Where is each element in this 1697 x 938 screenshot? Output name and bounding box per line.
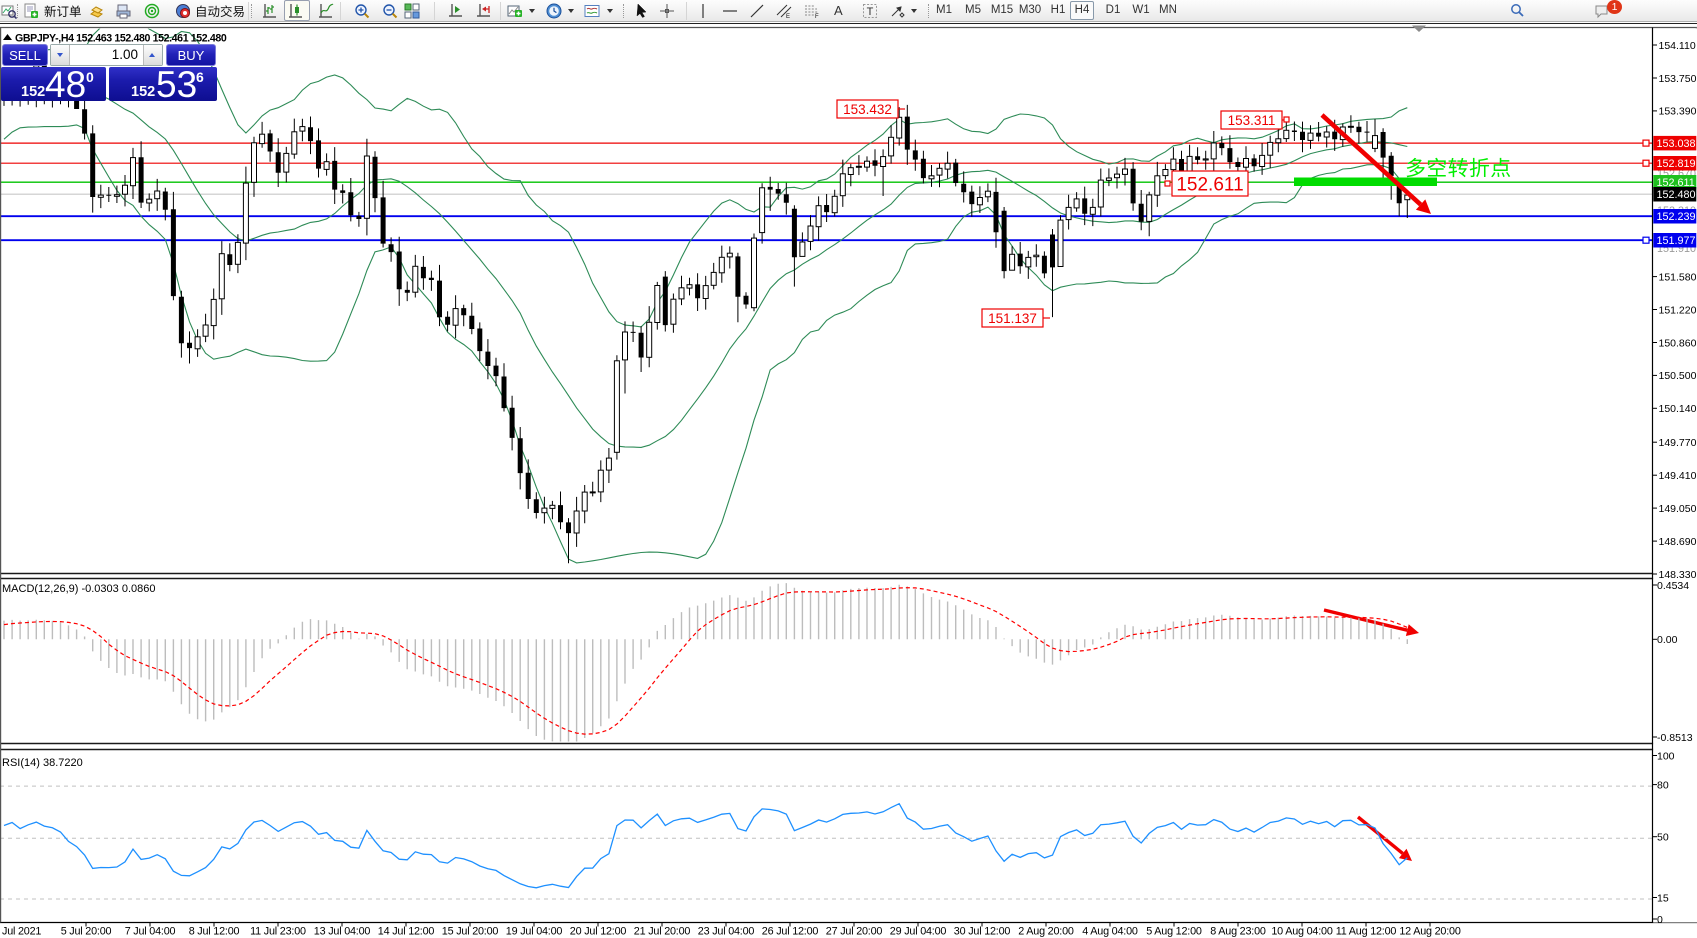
svg-text:GBPJPY-,H4 152.463 152.480 15: GBPJPY-,H4 152.463 152.480 152.461 152.4… [15, 33, 227, 45]
svg-text:E: E [786, 14, 790, 19]
svg-text:8 Jul 12:00: 8 Jul 12:00 [189, 926, 240, 938]
svg-text:27 Jul 20:00: 27 Jul 20:00 [826, 926, 883, 938]
svg-text:19 Jul 04:00: 19 Jul 04:00 [506, 926, 563, 938]
svg-text:13 Jul 04:00: 13 Jul 04:00 [314, 926, 371, 938]
svg-text:26 Jul 12:00: 26 Jul 12:00 [762, 926, 819, 938]
svg-text:8 Aug 23:00: 8 Aug 23:00 [1210, 926, 1266, 938]
svg-text:2 Aug 20:00: 2 Aug 20:00 [1018, 926, 1074, 938]
svg-text:153.432: 153.432 [843, 102, 892, 117]
svg-text:11 Jul 23:00: 11 Jul 23:00 [250, 926, 306, 938]
svg-text:0.00: 0.00 [1657, 634, 1678, 646]
svg-text:15 Jul 20:00: 15 Jul 20:00 [442, 926, 499, 938]
svg-text:149.770: 149.770 [1659, 437, 1697, 449]
svg-text:5 Jul 20:00: 5 Jul 20:00 [61, 926, 112, 938]
svg-text:151.580: 151.580 [1659, 271, 1697, 283]
svg-text:10 Aug 04:00: 10 Aug 04:00 [1271, 926, 1332, 938]
svg-text:148.690: 148.690 [1659, 536, 1697, 548]
svg-text:23 Jul 04:00: 23 Jul 04:00 [698, 926, 755, 938]
svg-text:153.038: 153.038 [1657, 138, 1696, 150]
svg-text:-0.8513: -0.8513 [1657, 732, 1693, 744]
svg-text:0: 0 [1657, 914, 1663, 926]
svg-text:20 Jul 12:00: 20 Jul 12:00 [570, 926, 627, 938]
svg-text:152.480: 152.480 [1657, 189, 1696, 201]
svg-text:149.410: 149.410 [1659, 470, 1697, 482]
svg-text:149.050: 149.050 [1659, 503, 1697, 515]
svg-text:5 Aug 12:00: 5 Aug 12:00 [1146, 926, 1202, 938]
svg-text:150.500: 150.500 [1659, 370, 1697, 382]
svg-text:50: 50 [1657, 832, 1669, 844]
svg-text:150.860: 150.860 [1659, 337, 1697, 349]
svg-text:153.390: 153.390 [1659, 106, 1697, 118]
svg-text:30 Jul 12:00: 30 Jul 12:00 [954, 926, 1011, 938]
svg-text:Jul 2021: Jul 2021 [2, 926, 41, 938]
svg-text:21 Jul 20:00: 21 Jul 20:00 [634, 926, 691, 938]
svg-text:12 Aug 20:00: 12 Aug 20:00 [1399, 926, 1460, 938]
svg-text:151.220: 151.220 [1659, 304, 1697, 316]
svg-text:150.140: 150.140 [1659, 403, 1697, 415]
svg-text:0.4534: 0.4534 [1657, 580, 1689, 592]
svg-text:151.137: 151.137 [988, 311, 1037, 326]
svg-text:RSI(14) 38.7220: RSI(14) 38.7220 [2, 757, 83, 769]
svg-text:153.750: 153.750 [1659, 73, 1697, 85]
svg-text:29 Jul 04:00: 29 Jul 04:00 [890, 926, 947, 938]
svg-text:7 Jul 04:00: 7 Jul 04:00 [125, 926, 176, 938]
svg-text:14 Jul 12:00: 14 Jul 12:00 [378, 926, 435, 938]
svg-text:15: 15 [1657, 892, 1669, 904]
svg-text:80: 80 [1657, 779, 1669, 791]
svg-text:F: F [815, 14, 819, 19]
svg-text:11 Aug 12:00: 11 Aug 12:00 [1336, 926, 1397, 938]
svg-text:4 Aug 04:00: 4 Aug 04:00 [1082, 926, 1138, 938]
svg-text:151.977: 151.977 [1657, 235, 1696, 247]
svg-text:100: 100 [1657, 750, 1675, 762]
svg-text:152.611: 152.611 [1657, 177, 1695, 189]
svg-text:MACD(12,26,9) -0.0303 0.0860: MACD(12,26,9) -0.0303 0.0860 [2, 583, 155, 595]
svg-text:154.110: 154.110 [1659, 40, 1696, 52]
svg-text:148.330: 148.330 [1659, 569, 1697, 581]
svg-text:T: T [867, 6, 874, 18]
svg-text:152.239: 152.239 [1657, 211, 1696, 223]
svg-text:152.819: 152.819 [1657, 158, 1696, 170]
svg-text:152.611: 152.611 [1176, 174, 1243, 195]
svg-text:153.311: 153.311 [1228, 113, 1276, 128]
